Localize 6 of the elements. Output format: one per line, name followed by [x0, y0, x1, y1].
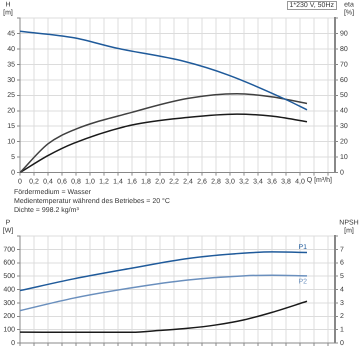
line-series [20, 30, 308, 111]
line-series [20, 300, 308, 334]
line-series [20, 274, 308, 312]
line-series [20, 93, 308, 173]
line-series [20, 113, 308, 173]
line-series [20, 251, 308, 292]
